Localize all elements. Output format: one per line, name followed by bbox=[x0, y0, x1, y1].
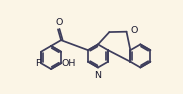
Text: O: O bbox=[130, 26, 138, 35]
Text: N: N bbox=[95, 71, 102, 80]
Text: F: F bbox=[35, 59, 40, 68]
Text: O: O bbox=[55, 18, 62, 27]
Text: OH: OH bbox=[62, 59, 76, 68]
